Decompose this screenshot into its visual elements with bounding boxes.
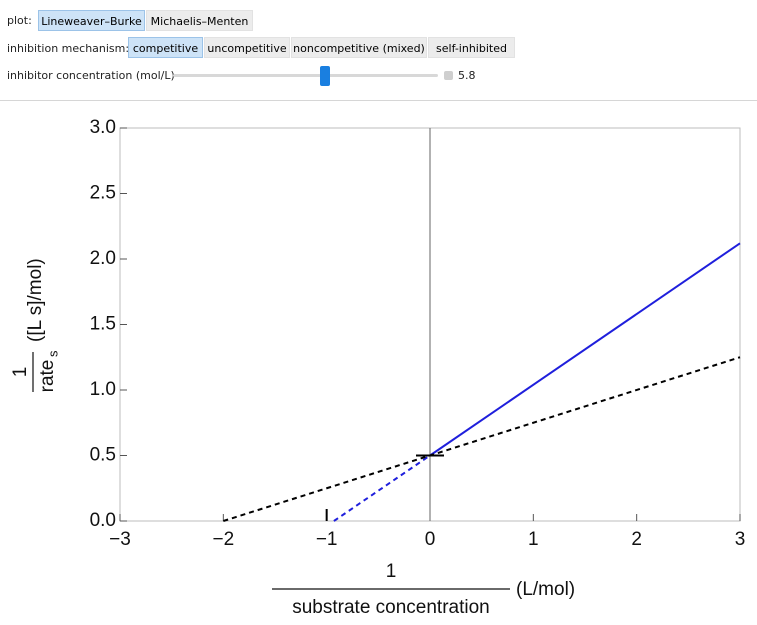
series-line (333, 454, 431, 522)
mechanism-option[interactable]: noncompetitive (mixed) (291, 37, 427, 58)
y-tick-label: 0.0 (90, 510, 116, 531)
x-tick-label: 1 (528, 529, 539, 550)
series-line (429, 242, 741, 457)
y-tick-label: 2.0 (90, 248, 116, 269)
y-label-subscript: s (45, 350, 60, 357)
x-tick-label: −1 (316, 529, 338, 550)
x-tick-label: 0 (425, 529, 436, 550)
mechanism-label: inhibition mechanism: (7, 42, 130, 55)
x-label-denominator: substrate concentration (292, 597, 490, 618)
y-tick-label: 1.0 (90, 379, 116, 400)
x-label-numerator: 1 (386, 561, 397, 582)
y-label-denominator: rate (37, 360, 58, 393)
x-label-unit: (L/mol) (516, 579, 575, 600)
plot-option[interactable]: Lineweaver–Burke (38, 10, 145, 31)
y-axis-title: 1 rate s ([L s]/mol) (10, 258, 60, 392)
plot-label: plot: (7, 14, 32, 27)
plot-option[interactable]: Michaelis–Menten (146, 10, 253, 31)
x-tick-label: −3 (109, 529, 131, 550)
x-tick-label: 3 (735, 529, 746, 550)
y-label-unit: ([L s]/mol) (25, 258, 46, 342)
mechanism-option[interactable]: uncompetitive (204, 37, 290, 58)
slider-track[interactable] (173, 74, 438, 77)
x-tick-label: 2 (631, 529, 642, 550)
slider-expand[interactable] (444, 71, 453, 80)
y-tick-label: 3.0 (90, 117, 116, 138)
mechanism-option[interactable]: self-inhibited (428, 37, 515, 58)
y-tick-label: 0.5 (90, 445, 116, 466)
x-tick-label: −2 (212, 529, 234, 550)
y-tick-label: 1.5 (90, 314, 116, 335)
y-tick-label: 2.5 (90, 183, 116, 204)
divider (0, 100, 757, 101)
slider-thumb[interactable] (320, 66, 330, 86)
series-line (223, 356, 741, 522)
y-label-numerator: 1 (10, 367, 31, 378)
inhibitor-label: inhibitor concentration (mol/L) (7, 69, 175, 82)
mechanism-option[interactable]: competitive (128, 37, 203, 58)
x-axis-title: 1 substrate concentration (L/mol) (272, 561, 575, 618)
slider-value: 5.8 (458, 69, 476, 82)
